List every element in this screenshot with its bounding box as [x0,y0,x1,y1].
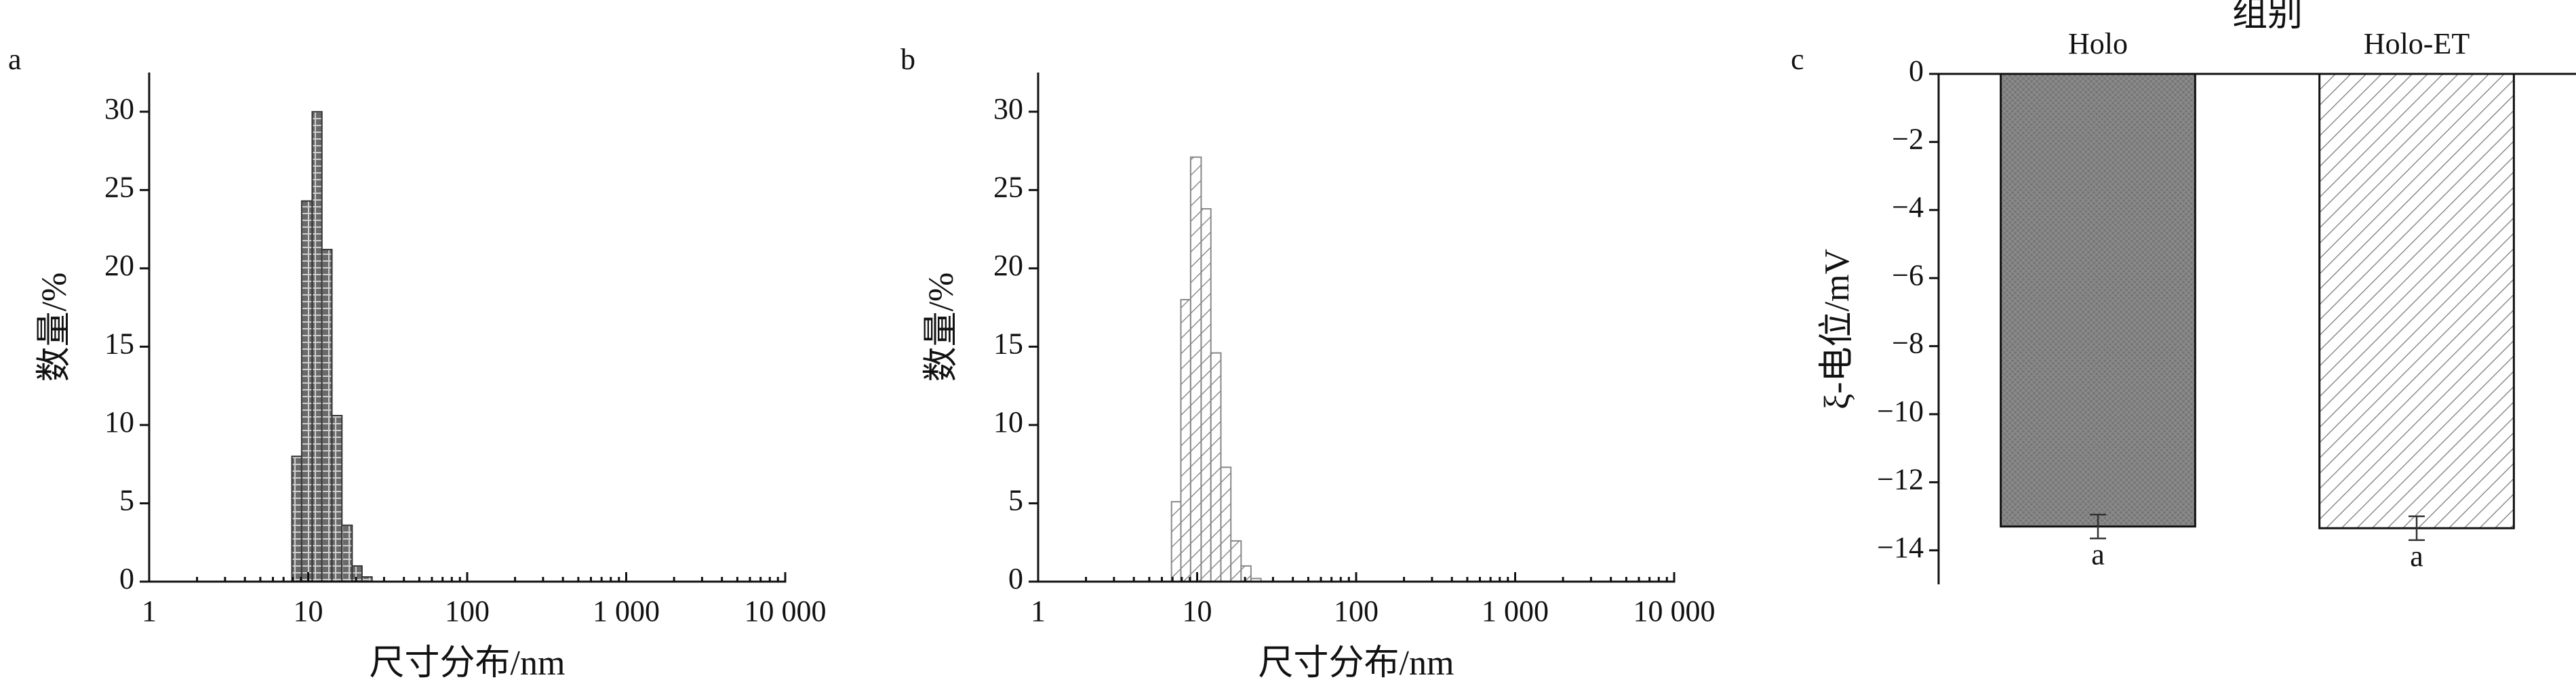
y-tick-label: 20 [993,249,1023,282]
y-tick-label: −14 [1877,531,1924,564]
y-tick-label: 0 [1909,54,1924,87]
histogram-bar [311,110,323,582]
bar [2000,73,2196,528]
x-tick-label: 1 [1031,595,1046,628]
panel-label: b [900,43,915,76]
x-tick-label: 100 [445,595,490,628]
y-tick-label: 10 [104,405,134,439]
x-tick-label: 10 [294,595,323,628]
y-tick-label: 5 [1008,484,1023,517]
histogram-bar [341,524,353,583]
histogram-bar [291,456,302,583]
y-tick-label: −10 [1877,395,1924,428]
histogram-bar [1210,352,1222,582]
histogram-bar [1180,299,1191,582]
histogram-bar [1230,540,1242,582]
x-tick-label: 1 000 [1482,595,1549,628]
y-tick-label: 15 [993,327,1023,360]
axis-line [148,73,787,583]
histogram-bar [1170,501,1182,582]
axis-line [1037,73,1676,583]
y-tick-label: −2 [1892,122,1924,155]
histogram-bar [331,415,343,583]
histogram-bar [321,249,333,582]
y-axis-title: ξ-电位/mV [1818,249,1857,409]
histogram-bar [1220,466,1232,582]
significance-label: a [2091,538,2105,571]
y-tick-label: 20 [104,249,134,282]
y-tick-label: 25 [104,170,134,203]
histogram-bar [351,565,363,583]
y-tick-label: 0 [119,562,134,595]
y-tick-label: 30 [993,92,1023,125]
y-tick-label: −4 [1892,190,1924,224]
panel-label: c [1791,43,1804,76]
error-bar [2090,513,2106,540]
x-tick-label: 10 000 [745,595,827,628]
error-bar [2409,515,2425,541]
y-tick-label: −6 [1892,258,1924,291]
histogram-bar [300,200,313,582]
x-axis-title: 组别 [2232,0,2303,34]
panel-label: a [8,43,22,76]
y-tick-label: 10 [993,405,1023,439]
y-axis-title: 数量/% [922,273,961,382]
significance-label: a [2410,540,2423,573]
bar [2318,73,2515,529]
histogram-bar [1240,565,1252,583]
x-axis-title: 尺寸分布/nm [1259,644,1454,683]
category-label: Holo [2068,27,2128,60]
y-tick-label: −12 [1877,462,1924,496]
x-axis-title: 尺寸分布/nm [370,644,566,683]
y-tick-label: −8 [1892,327,1924,360]
x-tick-label: 10 [1183,595,1212,628]
x-tick-label: 100 [1334,595,1379,628]
category-label: Holo-ET [2364,27,2470,60]
y-tick-label: 15 [104,327,134,360]
y-tick-label: 30 [104,92,134,125]
x-tick-label: 1 000 [593,595,660,628]
histogram-bar [1200,208,1212,582]
y-axis-title: 数量/% [35,273,74,382]
x-tick-label: 1 [142,595,157,628]
x-tick-label: 10 000 [1633,595,1716,628]
histogram-bar [1189,156,1202,582]
y-tick-label: 5 [119,484,134,517]
y-tick-label: 0 [1008,562,1023,595]
y-tick-label: 25 [993,170,1023,203]
